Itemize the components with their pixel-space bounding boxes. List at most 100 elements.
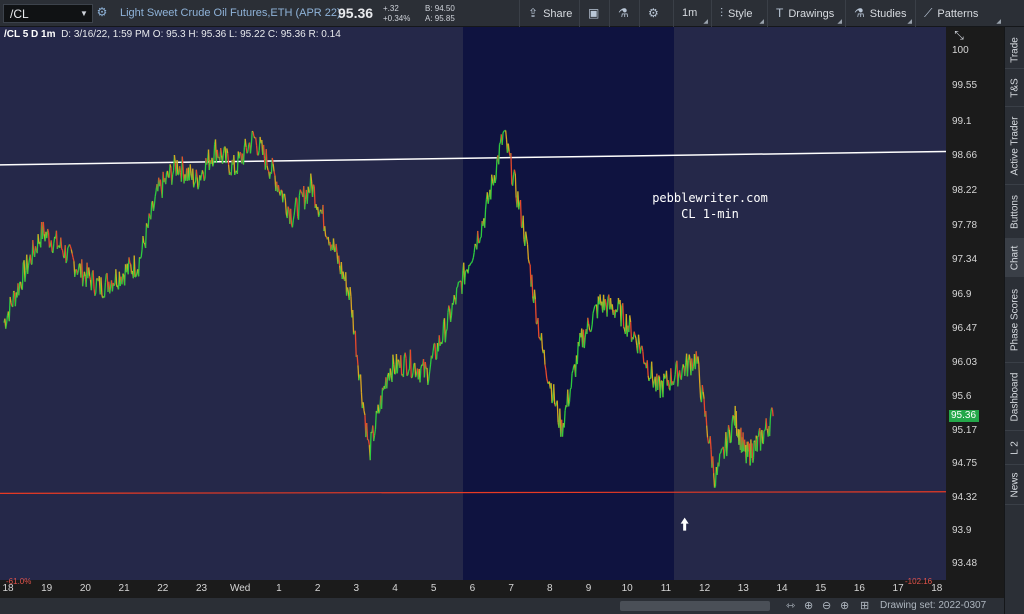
price-segment	[768, 418, 771, 437]
symbol-selector[interactable]: /CL ▼	[3, 4, 93, 23]
price-segment	[5, 315, 9, 324]
price-segment	[494, 177, 497, 184]
price-segment	[720, 449, 723, 454]
tab-buttons[interactable]: Buttons	[1005, 185, 1024, 239]
resistance-line[interactable]	[0, 150, 946, 166]
tab-dashboard[interactable]: Dashboard	[1005, 363, 1024, 431]
price-segment	[525, 231, 528, 239]
price-axis[interactable]: ⤡ 95.36 100 99.55 99.1 98.66 98.22 97.78 97.34…	[946, 27, 1004, 580]
price-segment	[152, 205, 155, 211]
collapse-icon[interactable]: ⤡	[954, 28, 964, 42]
horizontal-scrollbar[interactable]	[620, 601, 770, 611]
flask-icon: ⚗	[854, 6, 865, 20]
tab-active-trader[interactable]: Active Trader	[1005, 107, 1024, 185]
price-segment	[641, 345, 644, 352]
price-segment	[335, 243, 338, 253]
quote-button[interactable]: ▣	[579, 0, 609, 27]
price-segment	[415, 373, 418, 378]
price-segment	[10, 302, 13, 306]
chart-area[interactable]: /CL 5 D 1m D: 3/16/22, 1:59 PM O: 95.3 H…	[0, 27, 946, 580]
price-segment	[553, 384, 556, 405]
zoom-in-icon[interactable]: ⊕	[840, 600, 850, 612]
price-segment	[706, 437, 710, 444]
price-segment	[639, 347, 642, 354]
price-segment	[290, 208, 293, 226]
tab-chart[interactable]: Chart	[1005, 239, 1024, 277]
patterns-icon: ⟋	[924, 6, 933, 20]
price-segment	[502, 130, 505, 134]
time-tick-label: 16	[853, 583, 865, 594]
flask-button[interactable]: ⚗	[609, 0, 639, 27]
price-segment	[407, 370, 410, 376]
price-segment	[771, 409, 774, 417]
patterns-button[interactable]: ⟋ Patterns ◢	[915, 0, 1004, 27]
price-segment	[762, 430, 765, 444]
price-segment	[748, 443, 751, 466]
price-segment	[37, 234, 40, 244]
drawings-button[interactable]: T Drawings ◢	[767, 0, 845, 27]
reset-icon[interactable]: ⊕	[804, 600, 814, 612]
price-segment	[284, 200, 287, 214]
expand-icon[interactable]: ⊞	[860, 600, 870, 612]
header-low: L: 95.22	[228, 29, 266, 40]
price-segment	[697, 356, 700, 365]
price-plot[interactable]	[0, 27, 946, 580]
price-segment	[61, 248, 64, 251]
price-segment	[295, 197, 298, 200]
price-segment	[373, 429, 377, 436]
price-segment	[153, 196, 156, 206]
symbol-text: /CL	[10, 7, 29, 21]
price-segment	[89, 275, 92, 281]
style-button[interactable]: ⫶ Style ◢	[711, 0, 767, 27]
price-segment	[352, 331, 356, 335]
chart-header: /CL 5 D 1m D: 3/16/22, 1:59 PM O: 95.3 H…	[4, 29, 341, 40]
price-segment	[749, 464, 751, 466]
time-axis[interactable]: -61.0% -102.16 18 19 20 21 22 23 Wed 1 2 3 4 5 6 7 8 9 1…	[0, 577, 946, 598]
price-segment	[244, 138, 247, 148]
tab-news[interactable]: News	[1005, 465, 1024, 505]
chevron-down-icon[interactable]: ▼	[76, 5, 92, 22]
price-segment	[408, 368, 411, 372]
price-segment	[358, 374, 361, 381]
price-segment	[140, 249, 143, 258]
price-segment	[374, 411, 377, 430]
price-segment	[455, 287, 458, 305]
price-segment	[478, 237, 481, 244]
price-segment	[404, 352, 407, 359]
price-segment	[569, 387, 572, 390]
price-segment	[367, 439, 370, 446]
gear-icon[interactable]: ⚙	[96, 5, 108, 19]
price-segment	[490, 174, 493, 200]
time-tick-label: 21	[118, 583, 130, 594]
price-segment	[477, 230, 480, 243]
price-segment	[121, 273, 124, 285]
price-segment	[623, 326, 626, 330]
price-segment	[487, 197, 490, 204]
studies-button[interactable]: ⚗ Studies ◢	[845, 0, 915, 27]
price-segment	[662, 373, 665, 398]
tab-trade[interactable]: Trade	[1005, 31, 1024, 69]
price-segment	[257, 150, 260, 156]
tab-l-2[interactable]: L 2	[1005, 431, 1024, 465]
price-segment	[756, 435, 759, 452]
price-segment	[293, 206, 296, 216]
tab-phase-scores[interactable]: Phase Scores	[1005, 277, 1024, 363]
interval-button[interactable]: 1m ◢	[673, 0, 711, 27]
tab-t-s[interactable]: T&S	[1005, 69, 1024, 107]
price-segment	[657, 375, 660, 391]
tab-label: Trade	[1009, 36, 1021, 63]
price-segment	[294, 197, 297, 208]
support-line[interactable]	[0, 491, 946, 494]
price-segment	[273, 171, 276, 176]
price-segment	[277, 184, 280, 192]
pan-icon[interactable]: ⇿	[786, 600, 796, 612]
share-button[interactable]: ⇪ Share	[519, 0, 579, 27]
settings-button[interactable]: ⚙	[639, 0, 673, 27]
price-segment	[378, 410, 381, 414]
price-segment	[505, 130, 508, 140]
zoom-out-icon[interactable]: ⊖	[822, 600, 832, 612]
price-segment	[764, 428, 767, 431]
price-segment	[458, 280, 461, 283]
price-segment	[239, 151, 242, 154]
price-segment	[646, 360, 649, 376]
